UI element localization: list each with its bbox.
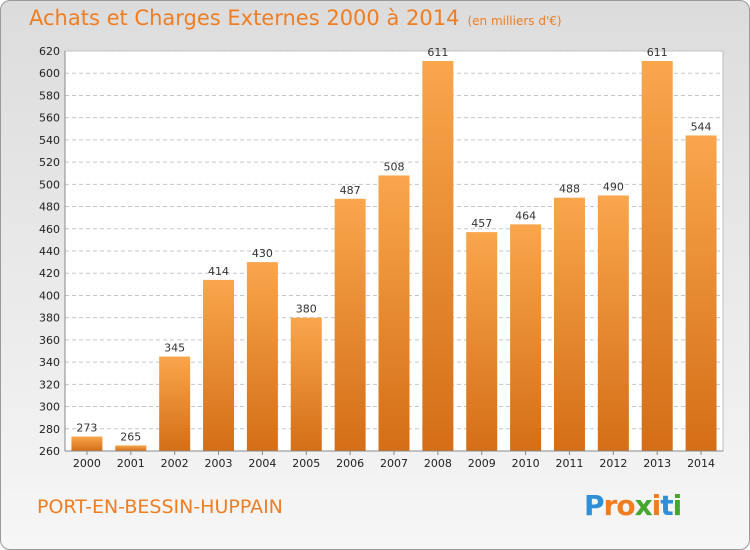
bar [597,195,629,451]
x-tick-label: 2003 [205,457,233,470]
data-label: 380 [296,303,317,316]
logo-letter: i [672,489,683,522]
x-tick-label: 2010 [512,457,540,470]
x-tick-label: 2008 [424,457,452,470]
y-tick-label: 620 [39,45,60,58]
bar [71,436,103,451]
x-tick-label: 2004 [248,457,276,470]
bar [290,317,322,451]
y-tick-label: 300 [39,401,60,414]
logo-letter: r [603,489,618,522]
proxiti-logo: Proxiti [584,489,683,522]
data-label: 273 [76,422,97,435]
y-tick-label: 340 [39,356,60,369]
logo-letter: x [634,489,653,522]
y-tick-label: 540 [39,134,60,147]
logo-letter: t [660,489,673,522]
bar [115,445,147,451]
data-label: 544 [691,120,712,133]
x-tick-label: 2013 [643,457,671,470]
x-tick-label: 2014 [687,457,715,470]
y-tick-label: 420 [39,267,60,280]
bar [510,224,542,451]
x-tick-label: 2012 [599,457,627,470]
bar [203,279,235,451]
logo-letter: i [651,489,662,522]
bar [246,262,278,451]
x-tick-label: 2011 [555,457,583,470]
bar [422,61,454,451]
data-label: 345 [164,342,185,355]
x-tick-label: 2007 [380,457,408,470]
y-tick-label: 320 [39,378,60,391]
data-label: 490 [603,180,624,193]
data-label: 488 [559,183,580,196]
data-label: 508 [384,160,405,173]
bar [334,198,366,451]
bar [641,61,673,451]
data-label: 611 [647,46,668,59]
data-label: 430 [252,247,273,260]
chart-title-text: Achats et Charges Externes 2000 à 2014 [29,6,460,30]
x-tick-label: 2000 [73,457,101,470]
x-tick-label: 2005 [292,457,320,470]
y-tick-label: 560 [39,112,60,125]
y-tick-label: 460 [39,223,60,236]
bar [553,197,585,451]
y-tick-label: 440 [39,245,60,258]
data-label: 457 [471,217,492,230]
chart-title: Achats et Charges Externes 2000 à 2014 (e… [29,6,562,30]
x-tick-label: 2001 [117,457,145,470]
y-tick-label: 260 [39,445,60,458]
bar [466,232,498,451]
logo-letter: o [616,489,635,522]
y-tick-label: 400 [39,289,60,302]
x-tick-label: 2009 [468,457,496,470]
x-tick-label: 2006 [336,457,364,470]
bar [378,175,410,451]
y-tick-label: 480 [39,201,60,214]
y-tick-label: 280 [39,423,60,436]
chart-unit: (en milliers d'€) [467,14,562,28]
y-tick-label: 580 [39,89,60,102]
data-label: 611 [427,46,448,59]
bar [685,135,717,451]
logo-letter: P [584,489,605,522]
data-label: 464 [515,209,536,222]
data-label: 265 [120,430,141,443]
y-tick-label: 600 [39,67,60,80]
data-label: 487 [340,184,361,197]
y-tick-label: 380 [39,312,60,325]
y-tick-label: 360 [39,334,60,347]
bar [159,356,191,451]
y-tick-label: 500 [39,178,60,191]
data-label: 414 [208,265,229,278]
y-tick-label: 520 [39,156,60,169]
commune-name: PORT-EN-BESSIN-HUPPAIN [37,496,283,518]
x-tick-label: 2002 [161,457,189,470]
